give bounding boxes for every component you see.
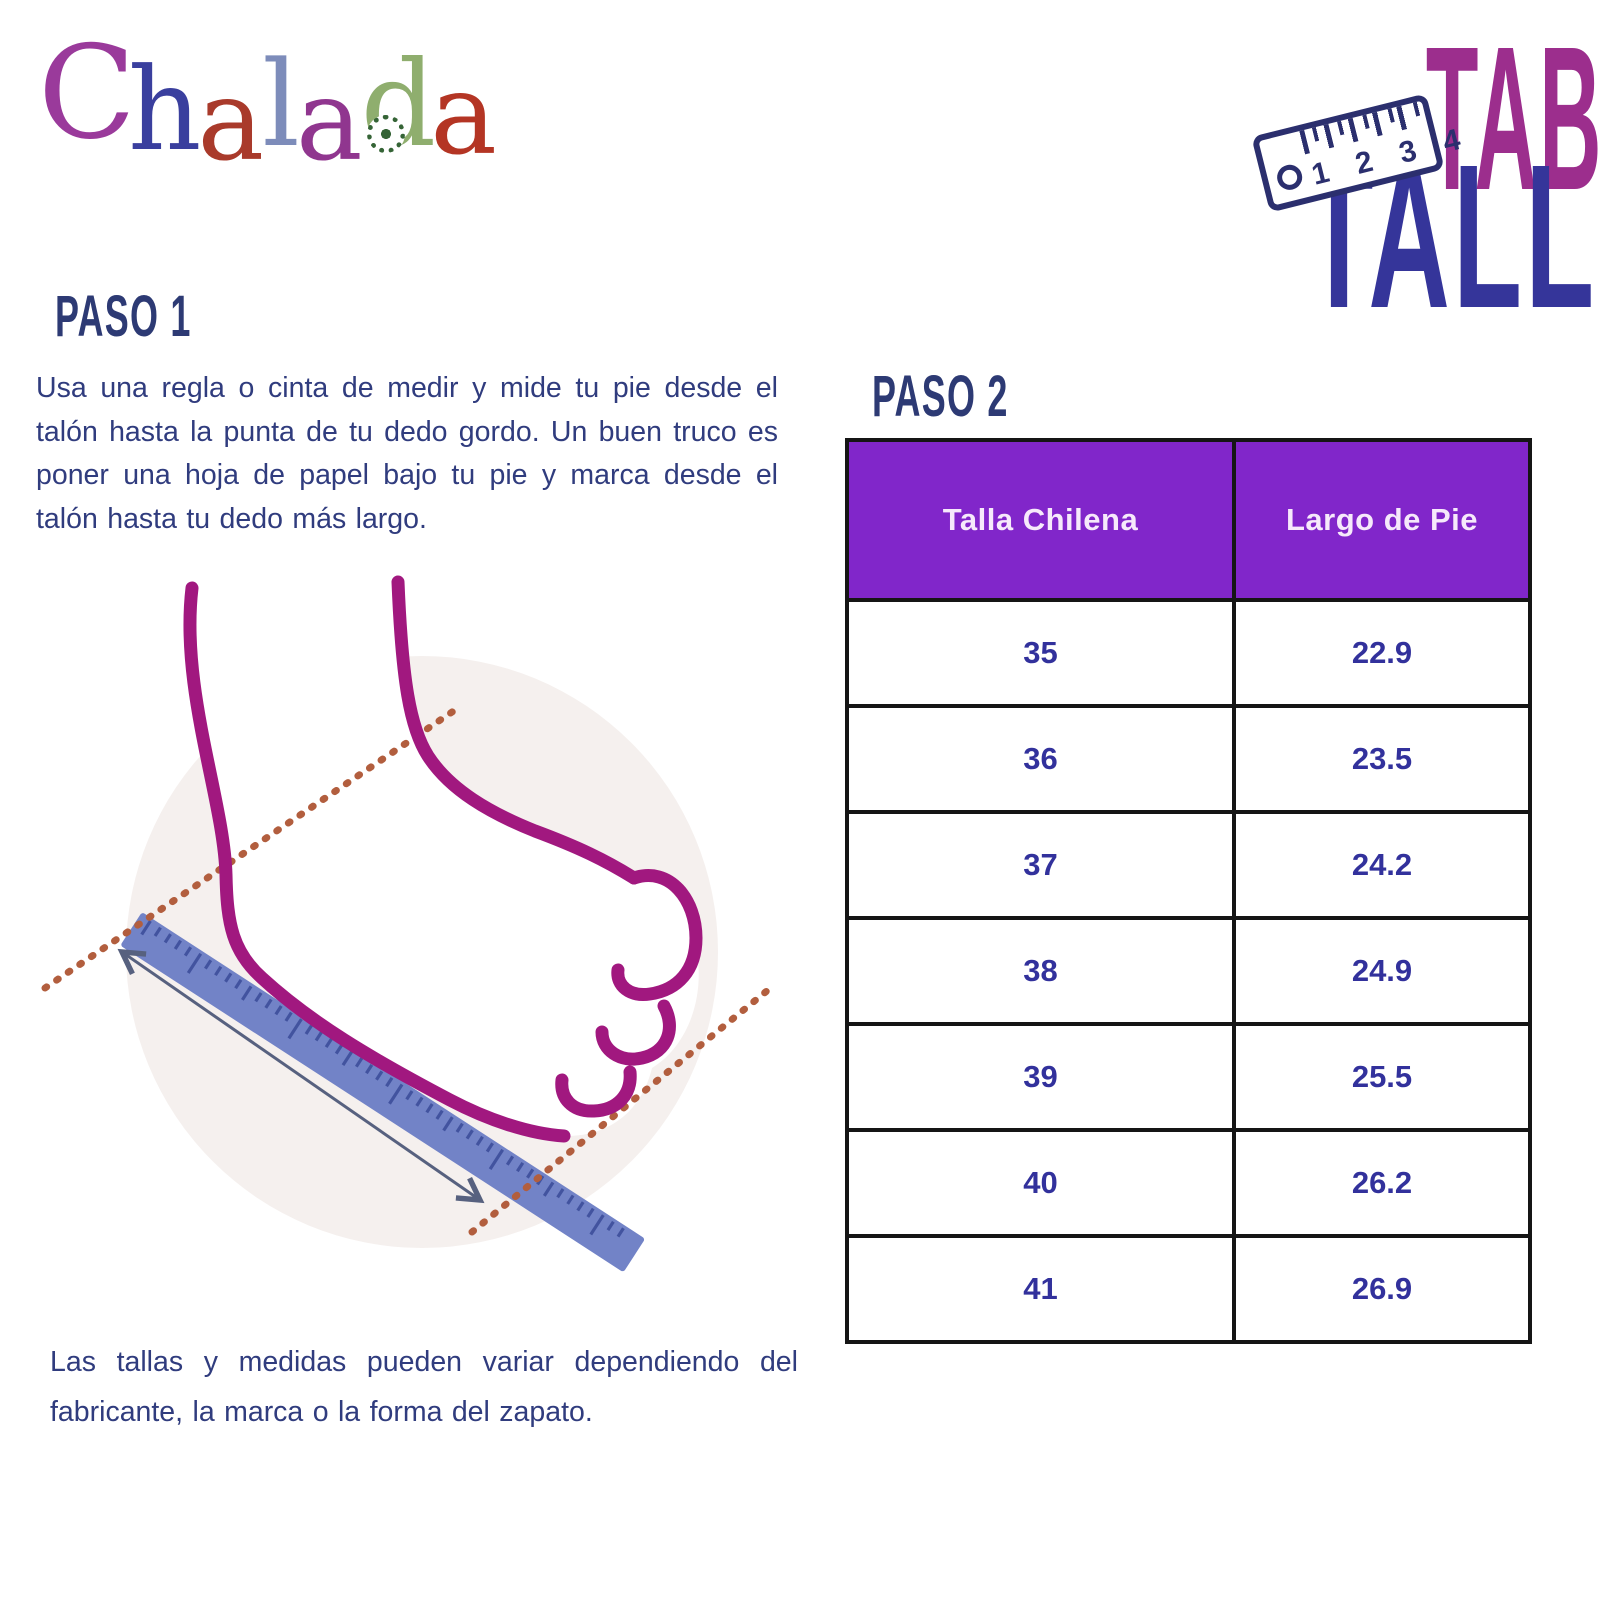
length-cell: 24.2 — [1232, 810, 1532, 920]
third-toe-curl — [555, 1065, 637, 1118]
big-toe-curl — [611, 869, 703, 1001]
measurement-arrow — [117, 948, 485, 1204]
size-table-header-row: Talla Chilena Largo de Pie — [845, 438, 1532, 602]
length-cell: 26.2 — [1232, 1128, 1532, 1238]
flower-ornament-icon — [366, 115, 405, 153]
table-row: 36 23.5 — [845, 704, 1532, 814]
length-cell: 25.5 — [1232, 1022, 1532, 1132]
heel-guide-dotted-line — [41, 704, 462, 992]
logo-letter: l — [262, 35, 300, 173]
foot-measurement-illustration — [41, 575, 772, 1272]
size-cell: 37 — [845, 810, 1236, 920]
size-table-header-talla: Talla Chilena — [845, 438, 1236, 602]
length-cell: 23.5 — [1232, 704, 1532, 814]
length-cell: 26.9 — [1232, 1234, 1532, 1344]
size-cell: 35 — [845, 598, 1236, 708]
step1-instructions: Usa una regla o cinta de medir y mide tu… — [36, 372, 778, 535]
size-cell: 39 — [845, 1022, 1236, 1132]
logo-letter: a — [197, 56, 265, 186]
table-row: 35 22.9 — [845, 598, 1532, 708]
length-cell: 24.9 — [1232, 916, 1532, 1026]
footnote: Las tallas y medidas pueden variar depen… — [50, 1346, 798, 1428]
table-row: 39 25.5 — [845, 1022, 1532, 1132]
second-toe-curl — [595, 999, 676, 1066]
foot-outline — [183, 575, 703, 1143]
table-row: 38 24.9 — [845, 916, 1532, 1026]
size-cell: 38 — [845, 916, 1236, 1026]
logo-letter: a — [430, 50, 497, 180]
length-cell: 22.9 — [1232, 598, 1532, 708]
step2-heading: PASO 2 — [872, 364, 1009, 429]
table-row: 41 26.9 — [845, 1234, 1532, 1344]
logo-letter: a — [295, 56, 363, 186]
logo-letter: d — [361, 45, 437, 163]
size-table: Talla Chilena Largo de Pie 35 22.9 36 23… — [845, 438, 1532, 1344]
table-row: 37 24.2 — [845, 810, 1532, 920]
step1-heading: PASO 1 — [55, 284, 192, 349]
size-cell: 40 — [845, 1128, 1236, 1238]
size-table-header-largo: Largo de Pie — [1232, 438, 1532, 602]
table-row: 40 26.2 — [845, 1128, 1532, 1238]
size-cell: 36 — [845, 704, 1236, 814]
brand-logo: Chalad a — [38, 30, 497, 180]
size-cell: 41 — [845, 1234, 1236, 1344]
ruler-badge-hole — [1274, 162, 1305, 193]
logo-letter: h — [127, 43, 202, 176]
page-title-line1: TABLA DE — [1425, 4, 1600, 233]
toe-guide-dotted-line — [468, 986, 772, 1236]
logo-letter: C — [38, 19, 136, 168]
